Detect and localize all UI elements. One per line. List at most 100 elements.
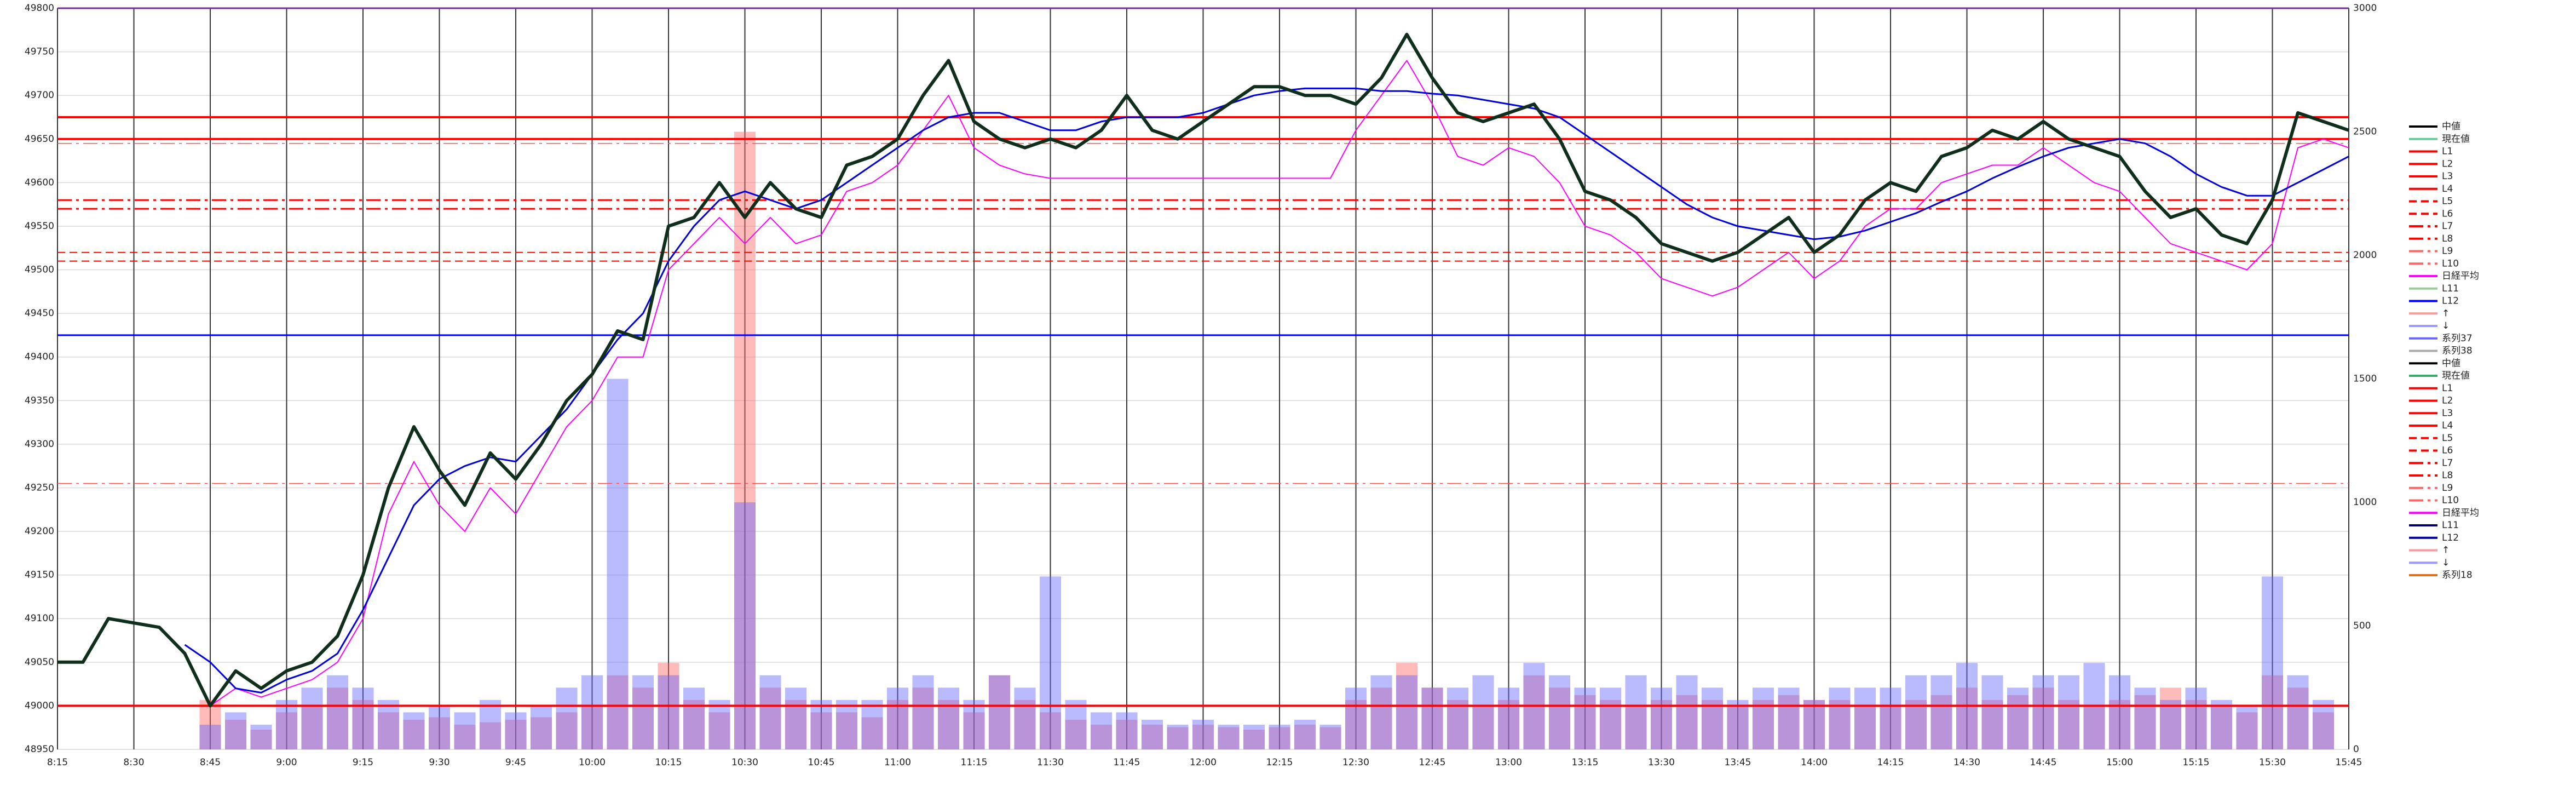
volume-bar	[1752, 700, 1774, 749]
volume-bar	[1192, 724, 1214, 749]
legend-label: L11	[2442, 520, 2459, 531]
volume-bar	[1141, 719, 1163, 749]
volume-bar	[2261, 675, 2284, 749]
legend-label: L6	[2442, 445, 2453, 456]
volume-bar	[1090, 712, 1113, 749]
volume-bar	[1243, 729, 1265, 749]
volume-bar	[1319, 724, 1341, 749]
legend-label: L11	[2442, 283, 2459, 294]
volume-bar	[1065, 700, 1087, 749]
volume-bar	[505, 719, 527, 749]
volume-bar	[912, 675, 934, 749]
volume-bar	[937, 700, 960, 749]
legend-label: 現在値	[2442, 134, 2470, 145]
volume-bar	[2236, 704, 2258, 749]
x-tick-label: 12:30	[1342, 757, 1369, 768]
volume-bar	[632, 687, 654, 749]
volume-bar	[759, 675, 781, 749]
volume-bar	[912, 687, 934, 749]
volume-bar	[2108, 675, 2131, 749]
volume-bar	[1014, 700, 1036, 749]
volume-bar	[708, 712, 730, 749]
x-tick-label: 11:30	[1037, 757, 1064, 768]
y-tick-label: 49300	[25, 439, 54, 450]
volume-bar	[199, 700, 221, 749]
volume-bar	[556, 712, 578, 749]
volume-bar	[2261, 576, 2284, 749]
volume-bar	[1599, 700, 1622, 749]
volume-bar	[810, 700, 832, 749]
legend-label: L4	[2442, 184, 2453, 194]
volume-bar	[1676, 675, 1698, 749]
volume-bar	[454, 712, 476, 749]
volume-bar	[2108, 700, 2131, 749]
volume-bar	[403, 719, 425, 749]
y2-tick-label: 2000	[2353, 250, 2377, 261]
volume-bar	[1090, 724, 1113, 749]
y-tick-label: 49750	[25, 47, 54, 58]
x-tick-label: 15:45	[2336, 757, 2362, 768]
volume-bar	[835, 712, 858, 749]
volume-bar	[301, 704, 323, 749]
volume-bar	[1778, 687, 1800, 749]
y2-tick-label: 1000	[2353, 497, 2377, 508]
volume-bar	[1497, 700, 1520, 749]
volume-bar	[1981, 700, 2003, 749]
volume-bar	[1701, 687, 1724, 749]
y-tick-label: 49250	[25, 482, 54, 493]
x-tick-label: 14:00	[1801, 757, 1828, 768]
volume-bar	[1981, 675, 2003, 749]
volume-bar	[2083, 704, 2105, 749]
volume-bar	[224, 719, 247, 749]
volume-bar	[2134, 687, 2156, 749]
y-tick-label: 49700	[25, 90, 54, 101]
volume-bar	[1447, 687, 1469, 749]
legend-label: 系列38	[2442, 346, 2473, 357]
volume-bar	[1497, 687, 1520, 749]
legend-label: L8	[2442, 233, 2453, 244]
x-tick-label: 13:00	[1495, 757, 1522, 768]
volume-bar	[1269, 724, 1290, 749]
volume-bar	[988, 675, 1011, 749]
volume-bar	[1829, 700, 1851, 749]
y2-tick-label: 2500	[2353, 127, 2377, 137]
legend-label: 中値	[2442, 121, 2460, 132]
volume-bar	[224, 712, 247, 749]
volume-bar	[683, 700, 705, 749]
volume-bar	[963, 712, 985, 749]
legend-label: L10	[2442, 258, 2459, 269]
volume-bar	[1650, 687, 1673, 749]
legend-label: 系列18	[2442, 570, 2473, 581]
volume-bar	[1243, 724, 1265, 749]
series-line	[210, 60, 2349, 707]
volume-bar	[428, 704, 451, 749]
legend-label: ↓	[2442, 320, 2450, 331]
x-tick-label: 10:15	[655, 757, 682, 768]
legend-label: L2	[2442, 396, 2453, 406]
volume-bar	[2210, 700, 2233, 749]
volume-bar	[1116, 712, 1138, 749]
volume-bar	[1218, 724, 1240, 749]
volume-bar	[1141, 724, 1163, 749]
legend-label: ↑	[2442, 308, 2450, 319]
x-tick-label: 12:45	[1419, 757, 1446, 768]
volume-bar	[1192, 719, 1214, 749]
volume-bar	[1447, 700, 1469, 749]
x-tick-label: 10:30	[731, 757, 758, 768]
volume-bar	[2185, 700, 2207, 749]
series-line	[57, 32, 2349, 708]
volume-bar	[1396, 675, 1418, 749]
y-tick-label: 49100	[25, 613, 54, 624]
legend-label: L3	[2442, 408, 2453, 419]
legend-label: 日経平均	[2442, 507, 2479, 518]
volume-bar	[810, 712, 832, 749]
y-tick-label: 49650	[25, 134, 54, 145]
volume-bar	[2287, 675, 2309, 749]
volume-bar	[1930, 695, 1952, 749]
legend-label: ↑	[2442, 545, 2450, 556]
volume-bar	[1880, 687, 1901, 749]
y-tick-label: 49400	[25, 352, 54, 363]
legend-label: 系列37	[2442, 333, 2473, 344]
legend-label: ↓	[2442, 557, 2450, 568]
